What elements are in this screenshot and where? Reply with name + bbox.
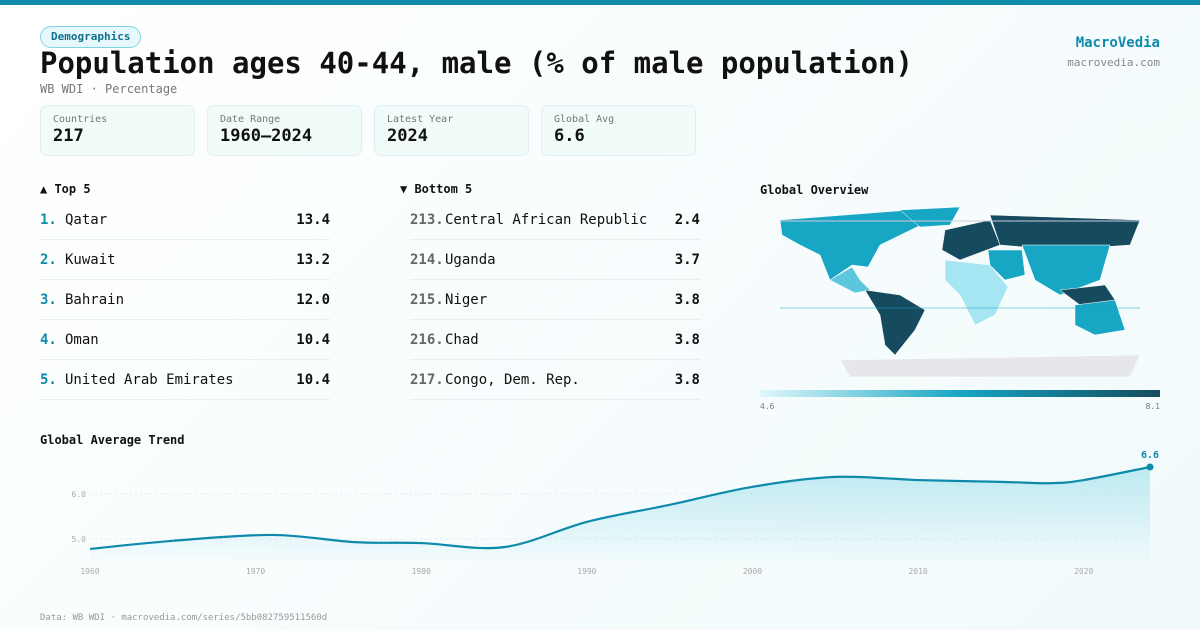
stat-value: 217 [53,126,84,146]
bottom-list-item[interactable]: 216. Chad 3.8 [410,320,700,360]
data-point [1146,463,1154,471]
x-tick-label: 1970 [246,567,265,576]
stat-label: Latest Year [387,114,454,125]
end-value-label: 6.6 [1141,450,1159,461]
x-tick-label: 2000 [743,567,762,576]
top-list-item[interactable]: 1. Qatar 13.4 [40,200,330,240]
country-value: 2.4 [674,211,700,228]
x-tick-label: 1980 [412,567,431,576]
stat-label: Global Avg [554,114,615,125]
category-badge[interactable]: Demographics [40,26,142,48]
country-name: Uganda [445,251,496,268]
world-map [779,206,1141,378]
bottom-list-item[interactable]: 217. Congo, Dem. Rep. 3.8 [410,360,700,400]
map-antarctica [839,354,1141,378]
country-name: Kuwait [65,251,116,268]
top-list-item[interactable]: 3. Bahrain 12.0 [40,280,330,320]
country-value: 12.0 [296,291,330,308]
country-name: Central African Republic [445,211,648,228]
country-value: 10.4 [296,331,330,348]
rank: 1. [40,211,57,228]
rank: 213. [410,211,444,228]
top-5-heading: ▲ Top 5 [40,182,91,196]
legend-min: 4.6 [760,402,775,411]
map-south-america [864,289,926,356]
map-australia [1074,299,1126,336]
x-tick-label: 2020 [1074,567,1093,576]
country-value: 10.4 [296,371,330,388]
country-name: Oman [65,331,99,348]
bottom-list-item[interactable]: 215. Niger 3.8 [410,280,700,320]
x-tick-label: 1960 [80,567,99,576]
country-name: Bahrain [65,291,125,308]
trend-line [89,465,1151,550]
stat-value: 1960–2024 [220,126,313,146]
stat-value: 2024 [387,126,428,146]
brand-logo[interactable]: MacroVedia [1075,35,1160,51]
rank: 214. [410,251,444,268]
top-accent-bar [0,0,1200,5]
x-tick-label: 2010 [908,567,927,576]
stat-value: 6.6 [554,126,585,146]
rank: 216. [410,331,444,348]
stat-latest-year: Latest Year 2024 [374,105,529,156]
country-value: 13.4 [296,211,330,228]
rank: 2. [40,251,57,268]
x-tick-label: 1990 [577,567,596,576]
country-value: 3.8 [674,291,700,308]
country-name: Congo, Dem. Rep. [445,371,580,388]
map-central-america [829,266,871,294]
top-list-item[interactable]: 2. Kuwait 13.2 [40,240,330,280]
legend-max: 8.1 [1145,402,1160,411]
y-tick-label: 6.0 [72,490,87,499]
page-subtitle: WB WDI · Percentage [40,82,178,96]
brand-url[interactable]: macrovedia.com [1067,56,1160,69]
rank: 5. [40,371,57,388]
stat-global-avg: Global Avg 6.6 [541,105,696,156]
stat-label: Countries [53,114,108,125]
stat-label: Date Range [220,114,281,125]
stat-countries: Countries 217 [40,105,195,156]
map-heading: Global Overview [760,183,869,197]
country-name: United Arab Emirates [65,371,234,388]
bottom-list-item[interactable]: 213. Central African Republic 2.4 [410,200,700,240]
country-name: Chad [445,331,479,348]
country-name: Niger [445,291,488,308]
country-value: 3.7 [674,251,700,268]
bottom-list-item[interactable]: 214. Uganda 3.7 [410,240,700,280]
country-value: 3.8 [674,331,700,348]
footer-source: Data: WB WDI · macrovedia.com/series/5bb… [40,613,328,623]
rank: 3. [40,291,57,308]
map-asia [1021,244,1111,296]
map-color-legend [760,390,1160,397]
bottom-5-heading: ▼ Bottom 5 [400,182,473,196]
country-value: 13.2 [296,251,330,268]
map-africa [944,259,1009,326]
top-list-item[interactable]: 4. Oman 10.4 [40,320,330,360]
stat-date-range: Date Range 1960–2024 [207,105,362,156]
country-value: 3.8 [674,371,700,388]
rank: 215. [410,291,444,308]
y-tick-label: 5.0 [72,535,87,544]
trend-heading: Global Average Trend [40,433,185,447]
top-list-item[interactable]: 5. United Arab Emirates 10.4 [40,360,330,400]
map-europe [941,219,1001,261]
rank: 217. [410,371,444,388]
map-middle-east [987,249,1026,281]
trend-chart: 5.0 6.0 1960 1970 1980 1990 2000 2010 2020 6.6 [72,450,1159,576]
country-name: Qatar [65,211,108,228]
page-title: Population ages 40-44, male (% of male p… [40,46,913,80]
rank: 4. [40,331,57,348]
trend-area [90,467,1150,560]
